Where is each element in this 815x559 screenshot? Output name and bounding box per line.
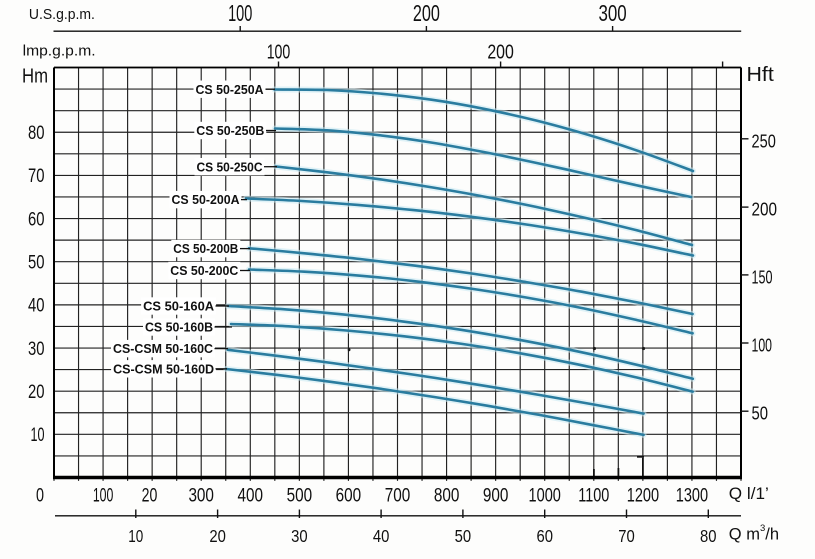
svg-text:10: 10 xyxy=(31,425,45,446)
svg-text:lmp.g.p.m.: lmp.g.p.m. xyxy=(23,43,96,60)
svg-text:1300: 1300 xyxy=(676,485,708,507)
svg-text:70: 70 xyxy=(618,526,635,546)
svg-text:20: 20 xyxy=(209,526,226,546)
svg-text:CS 50-160B: CS 50-160B xyxy=(145,320,213,335)
svg-text:70: 70 xyxy=(28,166,45,187)
svg-text:60: 60 xyxy=(28,209,45,230)
svg-text:20: 20 xyxy=(28,382,45,403)
svg-text:600: 600 xyxy=(336,485,362,507)
svg-text:100: 100 xyxy=(267,40,291,63)
svg-text:60: 60 xyxy=(536,526,553,546)
svg-text:700: 700 xyxy=(385,485,411,507)
svg-text:250: 250 xyxy=(752,130,776,151)
svg-text:200: 200 xyxy=(487,40,514,63)
svg-text:80: 80 xyxy=(28,123,45,144)
svg-text:50: 50 xyxy=(28,253,45,274)
svg-text:200: 200 xyxy=(752,199,778,220)
svg-text:500: 500 xyxy=(287,485,313,507)
svg-text:0: 0 xyxy=(36,485,44,507)
svg-text:300: 300 xyxy=(599,0,627,26)
svg-text:400: 400 xyxy=(238,485,264,507)
svg-text:100: 100 xyxy=(93,485,114,507)
svg-text:40: 40 xyxy=(28,296,45,317)
svg-text:Hm: Hm xyxy=(22,65,48,88)
svg-text:CS 50-200A: CS 50-200A xyxy=(172,192,240,207)
svg-text:1200: 1200 xyxy=(627,485,659,507)
svg-text:50: 50 xyxy=(752,403,769,424)
svg-text:Q m3/h: Q m3/h xyxy=(729,523,779,544)
svg-text:20: 20 xyxy=(142,485,158,507)
svg-text:1100: 1100 xyxy=(578,485,609,507)
svg-text:CS-CSM 50-160D: CS-CSM 50-160D xyxy=(113,361,214,376)
svg-text:CS 50-200B: CS 50-200B xyxy=(173,241,238,256)
svg-text:CS 50-250A: CS 50-250A xyxy=(196,82,264,97)
svg-text:1000: 1000 xyxy=(529,485,561,507)
svg-text:100: 100 xyxy=(228,0,252,26)
svg-text:200: 200 xyxy=(413,0,440,26)
svg-text:CS 50-250C: CS 50-250C xyxy=(197,159,263,174)
svg-text:30: 30 xyxy=(28,339,45,360)
svg-text:CS-CSM 50-160C: CS-CSM 50-160C xyxy=(113,341,213,356)
svg-text:10: 10 xyxy=(128,526,143,546)
svg-text:50: 50 xyxy=(455,526,472,546)
svg-text:Q l/1’: Q l/1’ xyxy=(729,485,769,503)
svg-text:100: 100 xyxy=(752,335,773,356)
svg-text:Hft: Hft xyxy=(747,63,775,86)
svg-text:800: 800 xyxy=(434,485,460,507)
svg-text:CS 50-250B: CS 50-250B xyxy=(196,123,264,138)
svg-text:150: 150 xyxy=(752,266,773,287)
svg-text:CS 50-160A: CS 50-160A xyxy=(143,299,214,314)
svg-text:900: 900 xyxy=(483,485,509,507)
svg-text:CS 50-200C: CS 50-200C xyxy=(170,263,238,278)
svg-text:30: 30 xyxy=(291,526,308,546)
svg-text:80: 80 xyxy=(700,526,717,546)
svg-text:300: 300 xyxy=(188,485,214,507)
svg-text:U.S.g.p.m.: U.S.g.p.m. xyxy=(29,6,95,23)
svg-text:40: 40 xyxy=(373,526,390,546)
